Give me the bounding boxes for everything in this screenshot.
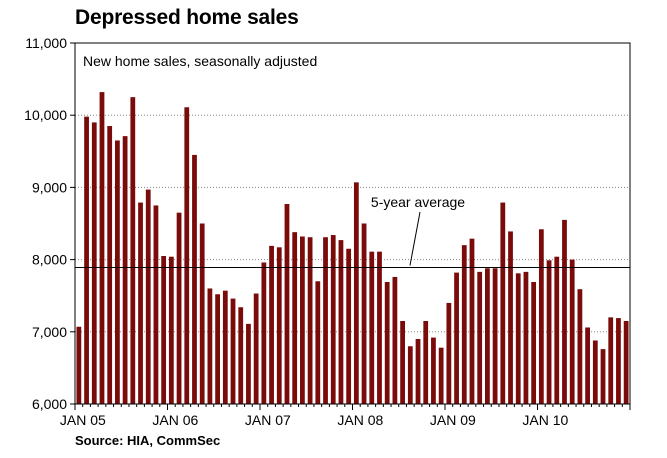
- gridlines: [75, 114, 630, 333]
- bar: [91, 122, 97, 405]
- bar: [562, 219, 567, 404]
- bar: [284, 204, 290, 404]
- bar: [353, 182, 359, 404]
- x-tick-label: JAN 10: [522, 412, 568, 428]
- bar: [500, 202, 506, 404]
- bar: [407, 346, 413, 404]
- bar: [107, 126, 113, 404]
- x-tick-label: JAN 09: [430, 412, 476, 428]
- bar: [292, 232, 298, 404]
- bar: [431, 337, 436, 404]
- bar: [330, 235, 336, 404]
- bar: [523, 271, 529, 404]
- bar: [76, 326, 82, 404]
- x-tick-label: JAN 06: [152, 412, 198, 428]
- bar: [361, 223, 367, 404]
- bar: [199, 223, 205, 404]
- bar: [585, 327, 590, 404]
- y-tick-label: 6,000: [32, 396, 67, 412]
- bar: [438, 347, 444, 404]
- bar: [99, 92, 105, 404]
- bar: [554, 256, 560, 404]
- bar: [192, 154, 197, 404]
- bar: [515, 273, 521, 404]
- bar: [538, 229, 544, 404]
- bar: [161, 255, 167, 404]
- bar: [384, 281, 390, 404]
- plot-frame: [74, 42, 631, 405]
- bar: [508, 231, 513, 404]
- average-pointer: [409, 211, 421, 266]
- y-tick-label: 8,000: [32, 252, 67, 268]
- y-tick-label: 11,000: [25, 35, 67, 51]
- source-note: Source: HIA, CommSec: [75, 433, 221, 448]
- bar: [130, 97, 136, 405]
- bar: [454, 272, 459, 404]
- chart-subtitle: New home sales, seasonally adjusted: [83, 53, 317, 69]
- bar: [338, 240, 344, 404]
- bar: [377, 251, 382, 404]
- bar: [469, 238, 475, 404]
- bar: [592, 340, 598, 404]
- bar: [577, 289, 583, 404]
- bar: [307, 237, 313, 404]
- bar: [546, 260, 552, 404]
- bar: [323, 237, 328, 404]
- bar: [600, 349, 606, 404]
- x-tick-label: JAN 07: [245, 412, 291, 428]
- bar: [392, 276, 398, 404]
- bar: [222, 290, 228, 404]
- bar: [485, 268, 490, 404]
- bar: [608, 317, 614, 404]
- bar: [168, 256, 174, 404]
- y-tick-label: 9,000: [32, 179, 67, 195]
- bar: [238, 307, 244, 404]
- bar: [616, 318, 621, 404]
- bar: [477, 271, 483, 404]
- bar: [492, 268, 498, 404]
- bar: [122, 136, 128, 404]
- bar: [400, 320, 405, 404]
- bar: [145, 189, 151, 404]
- average-line-label: 5-year average: [371, 194, 465, 210]
- bar: [207, 288, 213, 404]
- bar: [569, 259, 575, 404]
- bar: [253, 293, 259, 404]
- bar: [623, 320, 629, 404]
- bar: [346, 248, 352, 404]
- x-tick-label: JAN 05: [60, 412, 106, 428]
- y-tick-label: 10,000: [24, 107, 67, 123]
- chart-title: Depressed home sales: [75, 6, 299, 29]
- y-axis-ticks: 6,000 7,000 8,000 9,000 10,000 11,000: [24, 35, 75, 412]
- bar: [269, 245, 274, 404]
- bar: [246, 323, 251, 404]
- bar: [276, 247, 282, 404]
- bar: [300, 236, 305, 404]
- bar: [153, 205, 159, 404]
- bar: [138, 202, 143, 404]
- bar: [215, 294, 220, 404]
- bar: [84, 116, 89, 405]
- bar: [415, 339, 421, 404]
- bar: [446, 302, 452, 404]
- bar: [184, 107, 190, 405]
- bar: [369, 251, 375, 404]
- bar: [315, 281, 321, 404]
- bars: [76, 92, 629, 405]
- x-axis-ticks: JAN 05 JAN 06 JAN 07 JAN 08 JAN 09 JAN 10: [60, 404, 631, 428]
- bar: [115, 140, 120, 404]
- bar: [531, 281, 537, 404]
- bar: [176, 212, 182, 404]
- x-tick-label: JAN 08: [337, 412, 383, 428]
- bar: [423, 320, 429, 404]
- bar: [230, 298, 236, 404]
- y-tick-label: 7,000: [32, 324, 67, 340]
- bar: [261, 262, 267, 404]
- bar: [461, 245, 467, 404]
